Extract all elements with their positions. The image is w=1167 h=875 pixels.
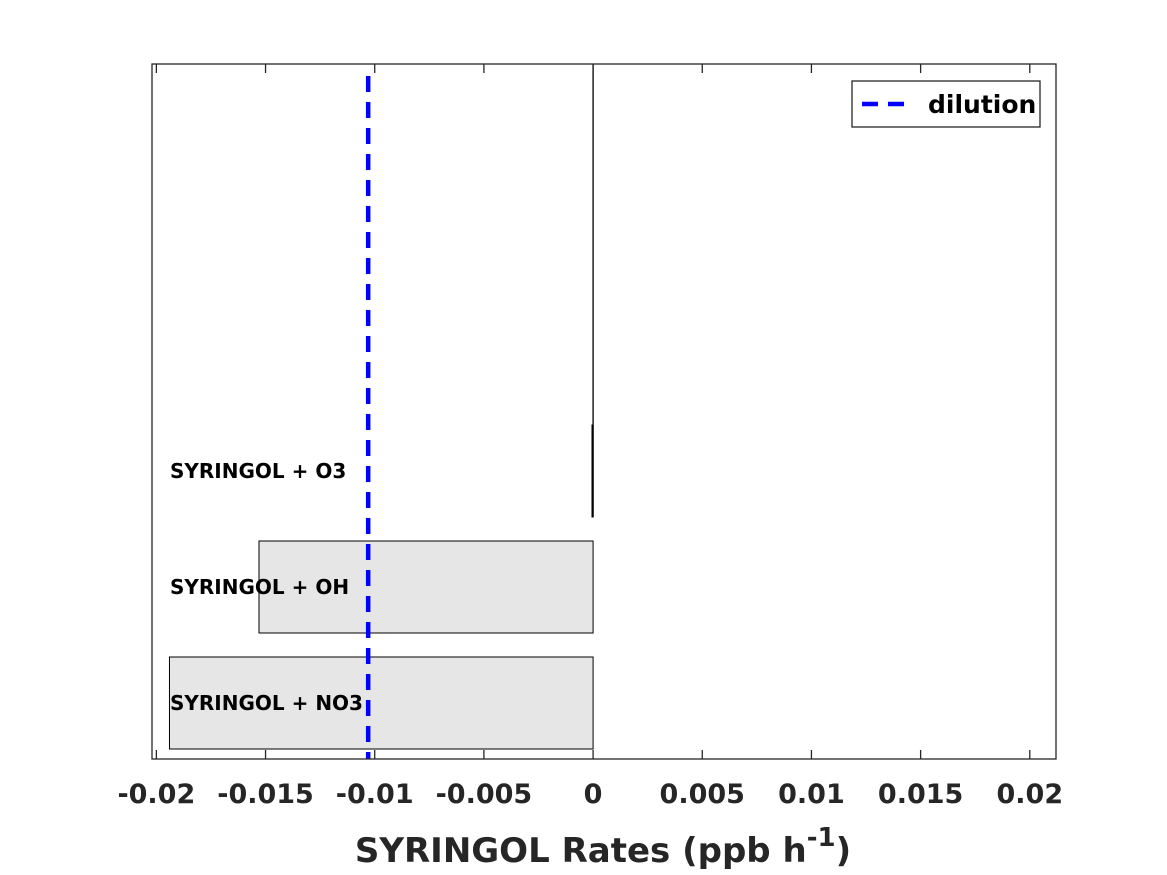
x-axis-label-main: SYRINGOL Rates (ppb h (355, 831, 807, 871)
ticks-group (155, 64, 1031, 759)
legend: dilution (851, 80, 1041, 128)
x-tick-label-7: 0.015 (878, 779, 963, 810)
bar-syringol-no3 (168, 656, 594, 750)
legend-label-dilution: dilution (928, 90, 1036, 119)
x-axis-label: SYRINGOL Rates (ppb h-1) (355, 823, 851, 871)
x-tick-label-2: -0.01 (336, 779, 414, 810)
x-axis-label-close: ) (836, 831, 852, 871)
x-tick-label-3: -0.005 (436, 779, 533, 810)
bar-labels-group: SYRINGOL + NO3 SYRINGOL + OH SYRINGOL + O3 (170, 459, 363, 715)
x-tick-label-5: 0.005 (660, 779, 745, 810)
x-tick-label-1: -0.015 (217, 779, 314, 810)
bar-syringol-oh (258, 540, 594, 634)
x-tick-label-8: 0.02 (996, 779, 1063, 810)
x-tick-label-4: 0 (584, 779, 603, 810)
x-tick-label-0: -0.02 (117, 779, 195, 810)
bar-label-syringol-o3: SYRINGOL + O3 (170, 459, 346, 483)
bar-label-syringol-no3: SYRINGOL + NO3 (170, 691, 363, 715)
bar-label-syringol-oh: SYRINGOL + OH (170, 575, 349, 599)
bars-group (168, 424, 594, 750)
plot-area (152, 64, 1056, 759)
x-axis-label-superscript: -1 (807, 823, 836, 853)
tick-labels-group: -0.02 -0.015 -0.01 -0.005 0 0.005 0.01 0.015 0.0… (117, 779, 1063, 810)
plot-frame (151, 63, 1057, 760)
legend-box (851, 80, 1041, 128)
x-tick-label-6: 0.01 (778, 779, 845, 810)
